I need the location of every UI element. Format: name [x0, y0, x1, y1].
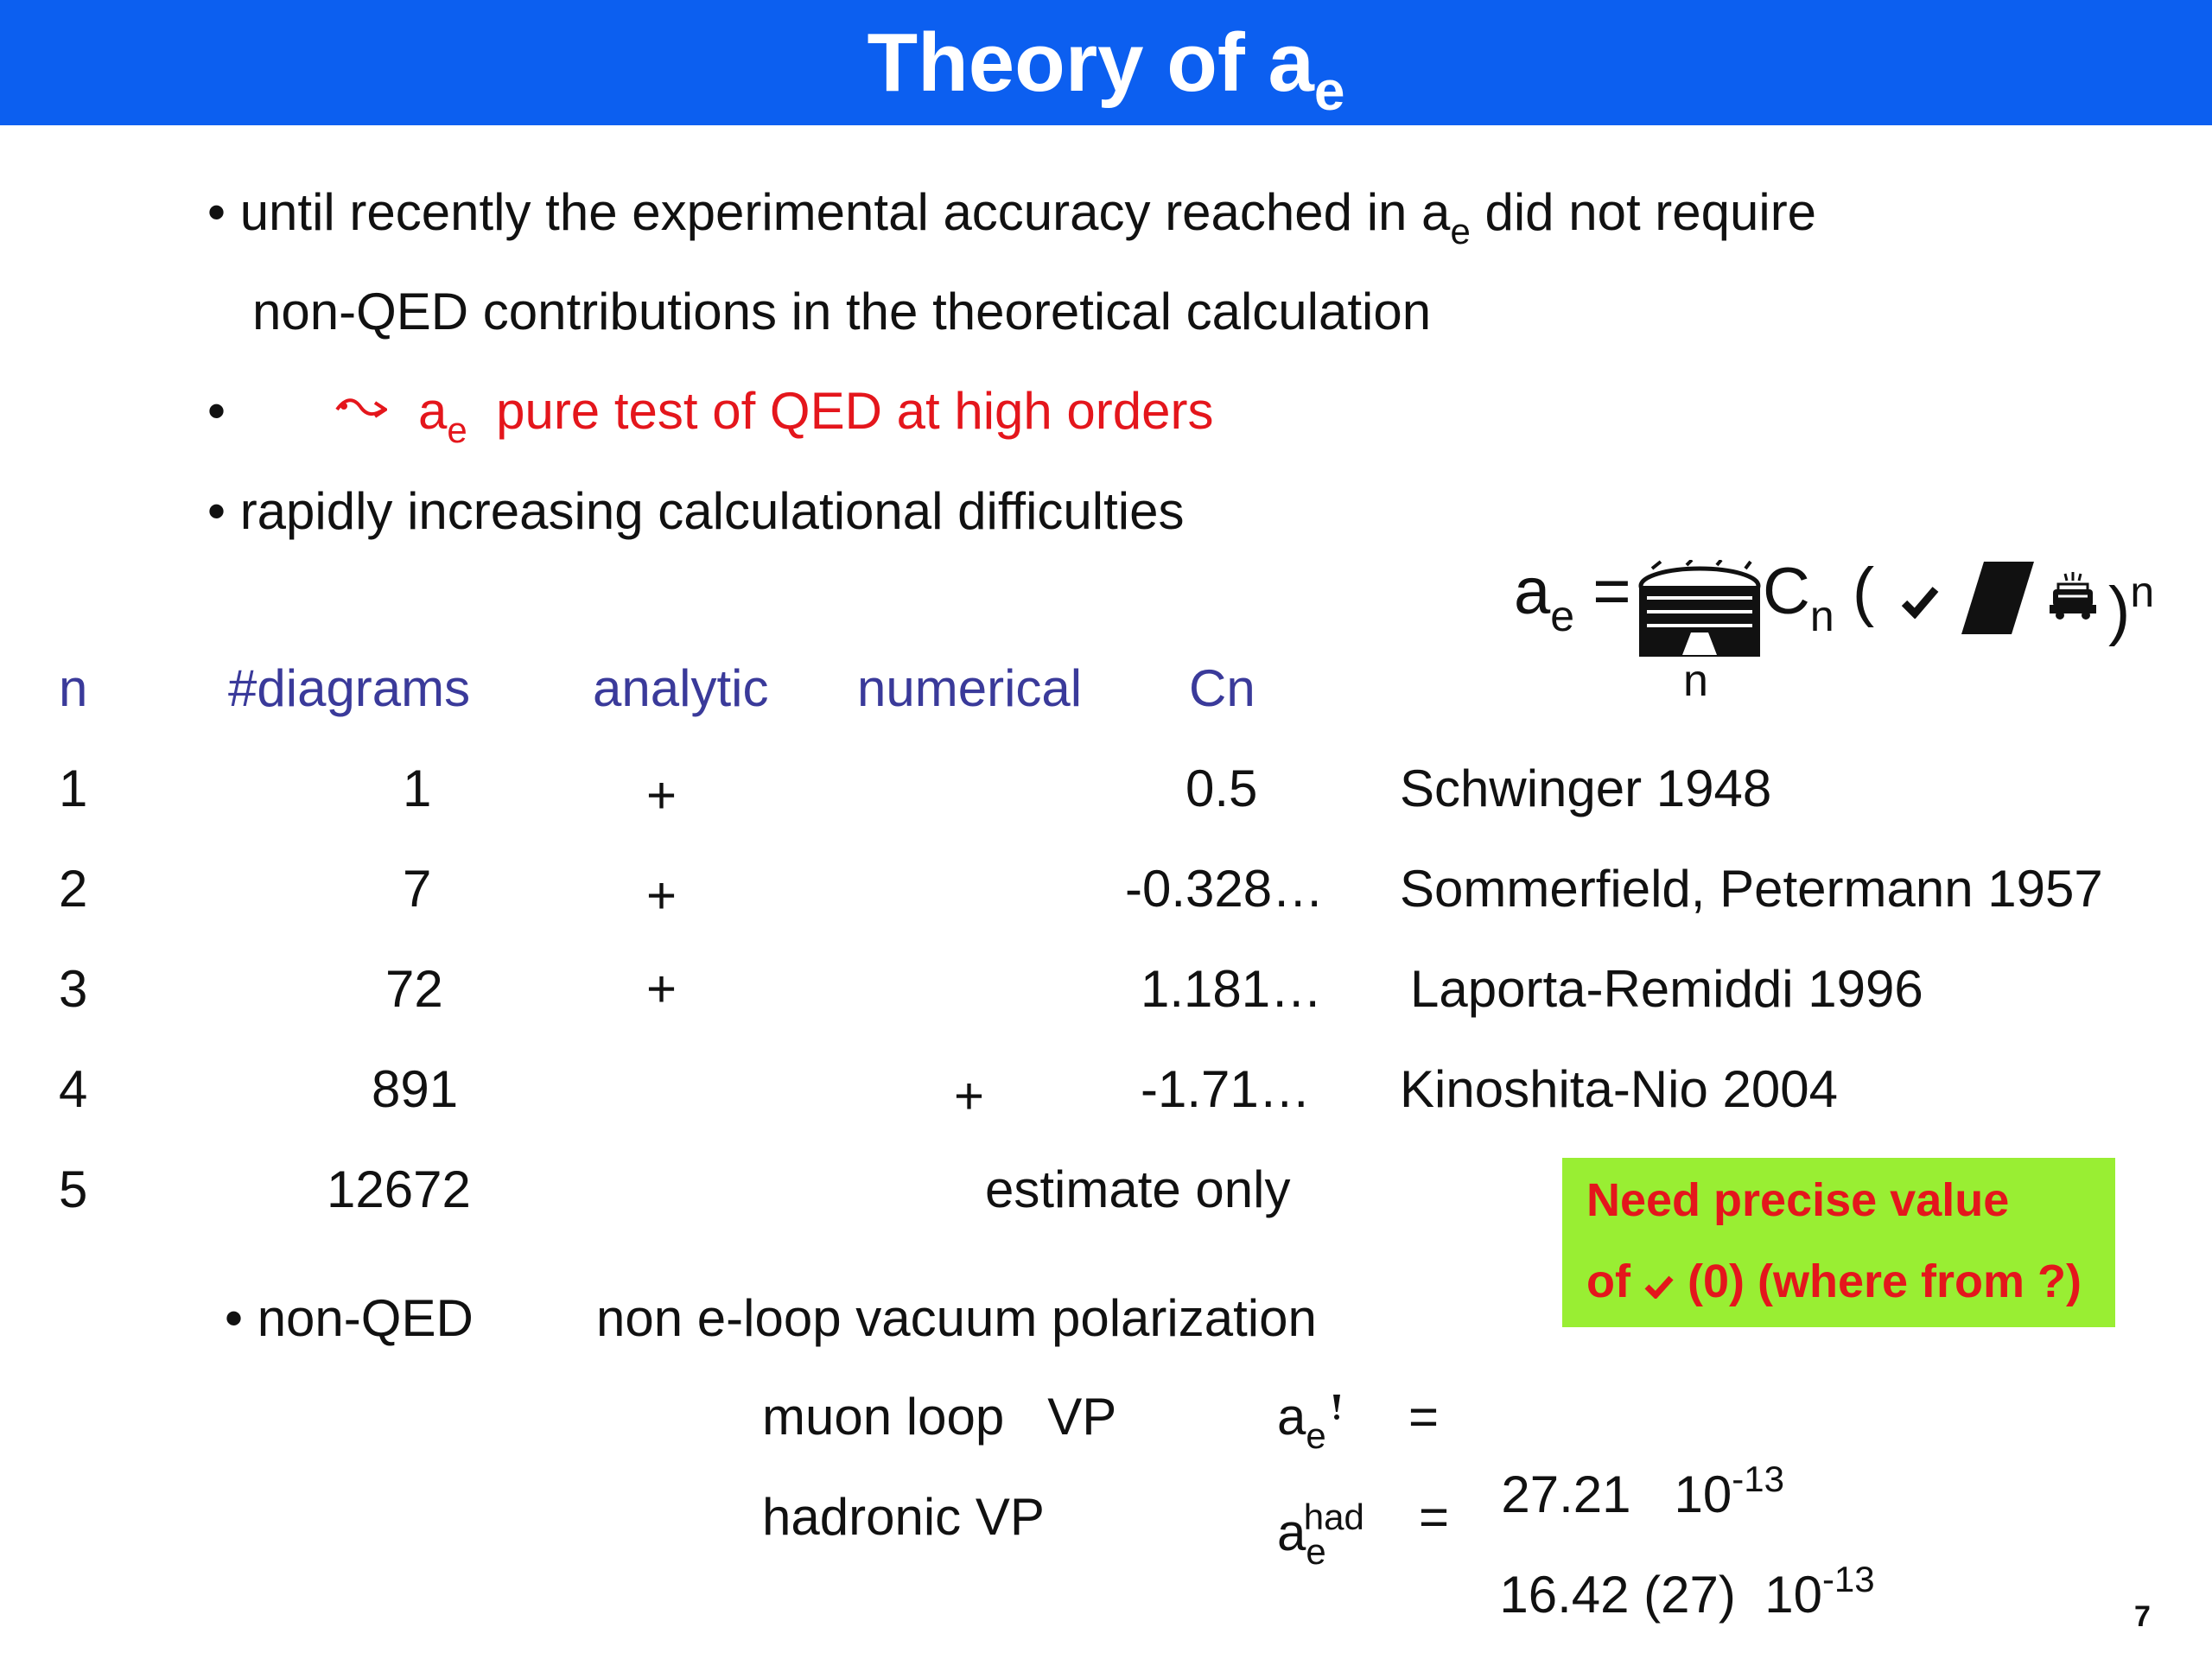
- page-title: Theory of ae: [867, 16, 1345, 122]
- slash-divider: [1961, 562, 2034, 634]
- table-cell-analytic: +: [646, 766, 677, 824]
- alpha-icon: [1644, 1275, 1674, 1300]
- bullet-qed-text: ae pure test of QED at high orders: [418, 382, 1214, 450]
- table-cell-reference: Laporta-Remiddi 1996: [1410, 960, 1923, 1018]
- sum-symbol-icon: [1638, 560, 1761, 657]
- bullet-accuracy-line2: non-QED contributions in the theoretical…: [252, 283, 1432, 340]
- col-header-n: n: [59, 659, 88, 717]
- formula-coefficient: Cn (: [1763, 555, 1875, 640]
- nonqed-description: non e-loop vacuum polarization: [596, 1289, 1317, 1347]
- formula-lhs: ae =: [1514, 555, 1631, 640]
- table-cell-diagrams: 72: [385, 960, 443, 1018]
- table-cell-analytic: +: [646, 867, 677, 925]
- hadronic-vp-variable: aehad: [1277, 1497, 1364, 1572]
- muon-loop-value: 27.21 10-13: [1501, 1459, 1784, 1523]
- bullet-difficulties: • rapidly increasing calculational diffi…: [207, 482, 1185, 540]
- callout-line1: Need precise value: [1586, 1174, 2010, 1226]
- table-cell-n: 1: [59, 760, 88, 817]
- table-cell-reference: Sommerfield, Petermann 1957: [1400, 860, 2103, 918]
- table-cell-n: 3: [59, 960, 88, 1018]
- table-cell-analytic: +: [646, 960, 677, 1018]
- muon-loop-variable: ae: [1277, 1388, 1326, 1456]
- arrow-icon: [335, 398, 387, 418]
- title-bar: [0, 0, 2212, 125]
- table-cell-reference: Schwinger 1948: [1400, 760, 1772, 817]
- formula-power: )n: [2108, 568, 2155, 647]
- table-cell-diagrams: 7: [403, 860, 432, 918]
- nonqed-label: • non-QED: [225, 1289, 474, 1347]
- table-cell-n: 5: [59, 1160, 88, 1218]
- table-cell-cn: -0.328…: [1125, 860, 1325, 918]
- table-cell-cn: -1.71…: [1141, 1060, 1311, 1118]
- callout-box: Need precise value of (0) (where from ?): [1562, 1158, 2115, 1327]
- muon-loop-label: muon loop VP: [762, 1388, 1117, 1446]
- hadronic-vp-value: 16.42 (27) 10-13: [1499, 1559, 1875, 1624]
- page-number: 7: [2134, 1600, 2151, 1633]
- col-header-cn: Cn: [1189, 659, 1255, 717]
- sum-index: n: [1683, 656, 1708, 706]
- pi-icon: [2050, 572, 2096, 620]
- table-cell-cn: 0.5: [1185, 760, 1258, 817]
- table-cell-cn: 1.181…: [1141, 960, 1323, 1018]
- bullet-qed-marker: •: [207, 382, 226, 440]
- col-header-numerical: numerical: [857, 659, 1083, 717]
- hadronic-vp-equals: =: [1419, 1488, 1450, 1546]
- table-cell-numerical: +: [954, 1067, 985, 1125]
- col-header-diagrams: #diagrams: [228, 659, 471, 717]
- mu-icon: [1333, 1395, 1340, 1420]
- callout-line2: of (0) (where from ?): [1586, 1255, 2082, 1307]
- table-cell-reference: Kinoshita-Nio 2004: [1400, 1060, 1838, 1118]
- hadronic-vp-label: hadronic VP: [762, 1488, 1045, 1546]
- bullet-accuracy: • until recently the experimental accura…: [207, 183, 1817, 251]
- col-header-analytic: analytic: [593, 659, 769, 717]
- table-cell-diagrams: 12672: [327, 1160, 471, 1218]
- table-cell-diagrams: 1: [403, 760, 432, 817]
- table-cell-note: estimate only: [985, 1160, 1291, 1218]
- muon-loop-equals: =: [1408, 1388, 1440, 1446]
- table-cell-n: 4: [59, 1060, 88, 1118]
- alpha-icon: [1901, 587, 1939, 619]
- table-cell-n: 2: [59, 860, 88, 918]
- table-cell-diagrams: 891: [372, 1060, 459, 1118]
